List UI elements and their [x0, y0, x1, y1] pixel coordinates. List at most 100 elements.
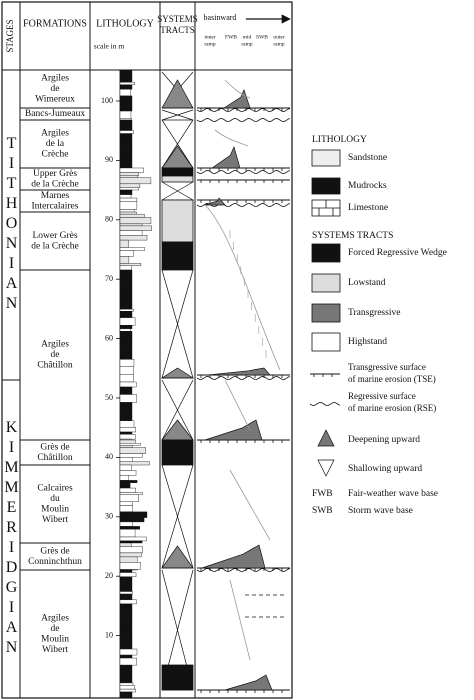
bed — [119, 614, 133, 619]
bed — [119, 511, 148, 518]
bed — [119, 526, 140, 530]
formation-name: de la — [46, 139, 65, 149]
bed — [119, 447, 146, 454]
bed — [119, 501, 133, 506]
formation-name: du — [50, 494, 60, 504]
bed — [119, 187, 140, 191]
bed — [119, 427, 136, 433]
bed — [119, 632, 133, 636]
bed — [119, 119, 133, 125]
bed — [119, 239, 129, 248]
formation-name: Conninchthun — [28, 557, 82, 567]
scale-label: 20 — [105, 571, 113, 580]
bed — [119, 166, 133, 169]
bed — [119, 175, 139, 178]
formation-name: de — [51, 624, 60, 634]
bed — [119, 623, 133, 628]
bed — [119, 648, 138, 656]
scale-label: 30 — [105, 512, 113, 521]
scale-label: 50 — [105, 393, 113, 402]
bed — [119, 280, 133, 285]
bed — [119, 299, 133, 305]
bed — [119, 133, 133, 138]
tract-diagonal — [161, 269, 194, 379]
bed — [119, 642, 133, 646]
bed — [119, 124, 133, 131]
legend-text: of marine erosion (RSE) — [348, 403, 436, 413]
ramp-label: FWB — [225, 34, 237, 40]
bed — [119, 69, 133, 76]
bed — [119, 618, 133, 625]
bed — [119, 671, 133, 680]
scale-label: 10 — [105, 630, 113, 639]
bed — [119, 552, 142, 558]
bed — [119, 536, 147, 542]
bed — [119, 354, 133, 360]
bed — [119, 265, 132, 271]
bed — [119, 250, 134, 257]
deepening-triangle — [161, 79, 194, 109]
bed — [119, 172, 140, 176]
bed — [119, 688, 136, 693]
tract-diagonal — [161, 379, 194, 441]
formation-name: Intercalaires — [32, 201, 79, 211]
formation-name: Wibert — [42, 515, 68, 525]
bed — [119, 664, 133, 672]
bed — [119, 263, 142, 267]
ramp-label: mid — [243, 34, 252, 40]
bed — [119, 89, 131, 97]
bed — [119, 443, 141, 446]
header-formations: FORMATIONS — [23, 18, 87, 29]
bed — [119, 556, 138, 563]
bed — [119, 223, 143, 227]
legend-text: Mudrocks — [348, 181, 387, 191]
legend-text: Transgressive surface — [348, 362, 426, 372]
bed — [119, 386, 133, 395]
bed — [119, 657, 137, 666]
frame — [1, 1, 293, 699]
deepening-triangle — [160, 367, 195, 379]
ramp-label: ramp — [204, 41, 216, 47]
lowstand — [161, 199, 194, 243]
bed — [119, 494, 139, 502]
legend-swatch — [311, 332, 341, 352]
legend-deepening — [317, 429, 335, 447]
bed — [119, 461, 150, 466]
bed — [119, 682, 134, 686]
bed — [119, 521, 133, 527]
bed — [119, 213, 145, 218]
header-lithology: LITHOLOGY — [96, 18, 154, 29]
transgressive-wedge — [210, 145, 241, 169]
bed — [119, 584, 133, 592]
bed — [119, 331, 133, 334]
bed — [119, 130, 134, 134]
legend-swatch — [311, 149, 341, 167]
legend-text: of marine erosion (TSE) — [348, 374, 436, 384]
transgressive-wedge — [224, 674, 273, 691]
bed — [119, 247, 145, 251]
bed — [119, 381, 137, 388]
bed — [119, 685, 135, 690]
bed — [119, 256, 130, 264]
tract-diagonal — [161, 181, 194, 201]
rse-surface — [309, 402, 341, 406]
bed — [119, 505, 133, 513]
bed — [119, 434, 136, 440]
bed — [119, 640, 133, 643]
bed — [119, 696, 133, 699]
formation-name: Marnes — [41, 191, 70, 201]
legend-swatch — [311, 243, 341, 263]
deepening-triangle — [161, 145, 194, 169]
stage-name: TITHONIAN — [3, 135, 20, 315]
ramp-label: SWB — [256, 34, 268, 40]
bed — [119, 517, 145, 523]
bed — [119, 347, 133, 356]
bed — [119, 569, 133, 573]
legend-abbr: FWB — [312, 489, 333, 499]
bed — [119, 597, 133, 601]
bed — [119, 211, 137, 215]
bed — [119, 406, 133, 416]
bed — [119, 151, 133, 160]
bed — [119, 644, 133, 650]
bed — [119, 167, 144, 173]
